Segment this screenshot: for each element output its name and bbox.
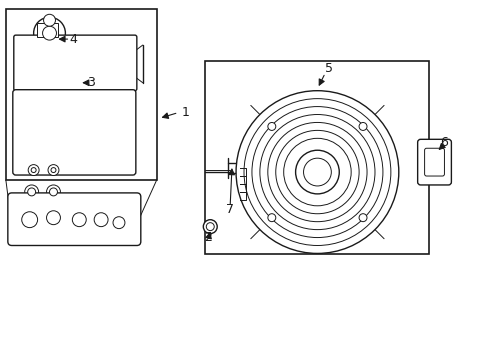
Circle shape	[113, 217, 124, 229]
Circle shape	[49, 188, 57, 196]
Circle shape	[303, 158, 331, 186]
Circle shape	[236, 91, 398, 253]
Circle shape	[34, 17, 65, 49]
Circle shape	[358, 214, 366, 222]
Bar	[6, 9, 156, 180]
Text: 7: 7	[225, 203, 234, 216]
Circle shape	[28, 165, 39, 176]
Circle shape	[28, 188, 36, 196]
FancyBboxPatch shape	[13, 90, 136, 175]
Circle shape	[267, 214, 275, 222]
Circle shape	[72, 213, 86, 227]
Text: 2: 2	[204, 231, 212, 244]
Circle shape	[358, 122, 366, 130]
Text: 3: 3	[87, 76, 95, 89]
Circle shape	[267, 122, 275, 130]
Circle shape	[42, 26, 56, 40]
Circle shape	[203, 220, 217, 234]
Circle shape	[46, 211, 61, 225]
Circle shape	[51, 168, 56, 172]
FancyBboxPatch shape	[14, 35, 137, 91]
Circle shape	[206, 223, 214, 231]
Circle shape	[21, 212, 38, 228]
Circle shape	[48, 165, 59, 176]
Circle shape	[94, 213, 108, 227]
Text: 6: 6	[440, 136, 447, 149]
FancyBboxPatch shape	[424, 148, 444, 176]
Circle shape	[46, 185, 61, 199]
FancyBboxPatch shape	[417, 139, 450, 185]
Text: 4: 4	[69, 33, 77, 46]
Circle shape	[295, 150, 339, 194]
Circle shape	[43, 14, 55, 26]
Bar	[37, 23, 59, 37]
Text: 1: 1	[181, 106, 189, 119]
FancyBboxPatch shape	[8, 193, 141, 246]
Circle shape	[25, 185, 39, 199]
Bar	[205, 61, 427, 255]
Circle shape	[31, 168, 36, 172]
Text: 5: 5	[325, 62, 333, 75]
